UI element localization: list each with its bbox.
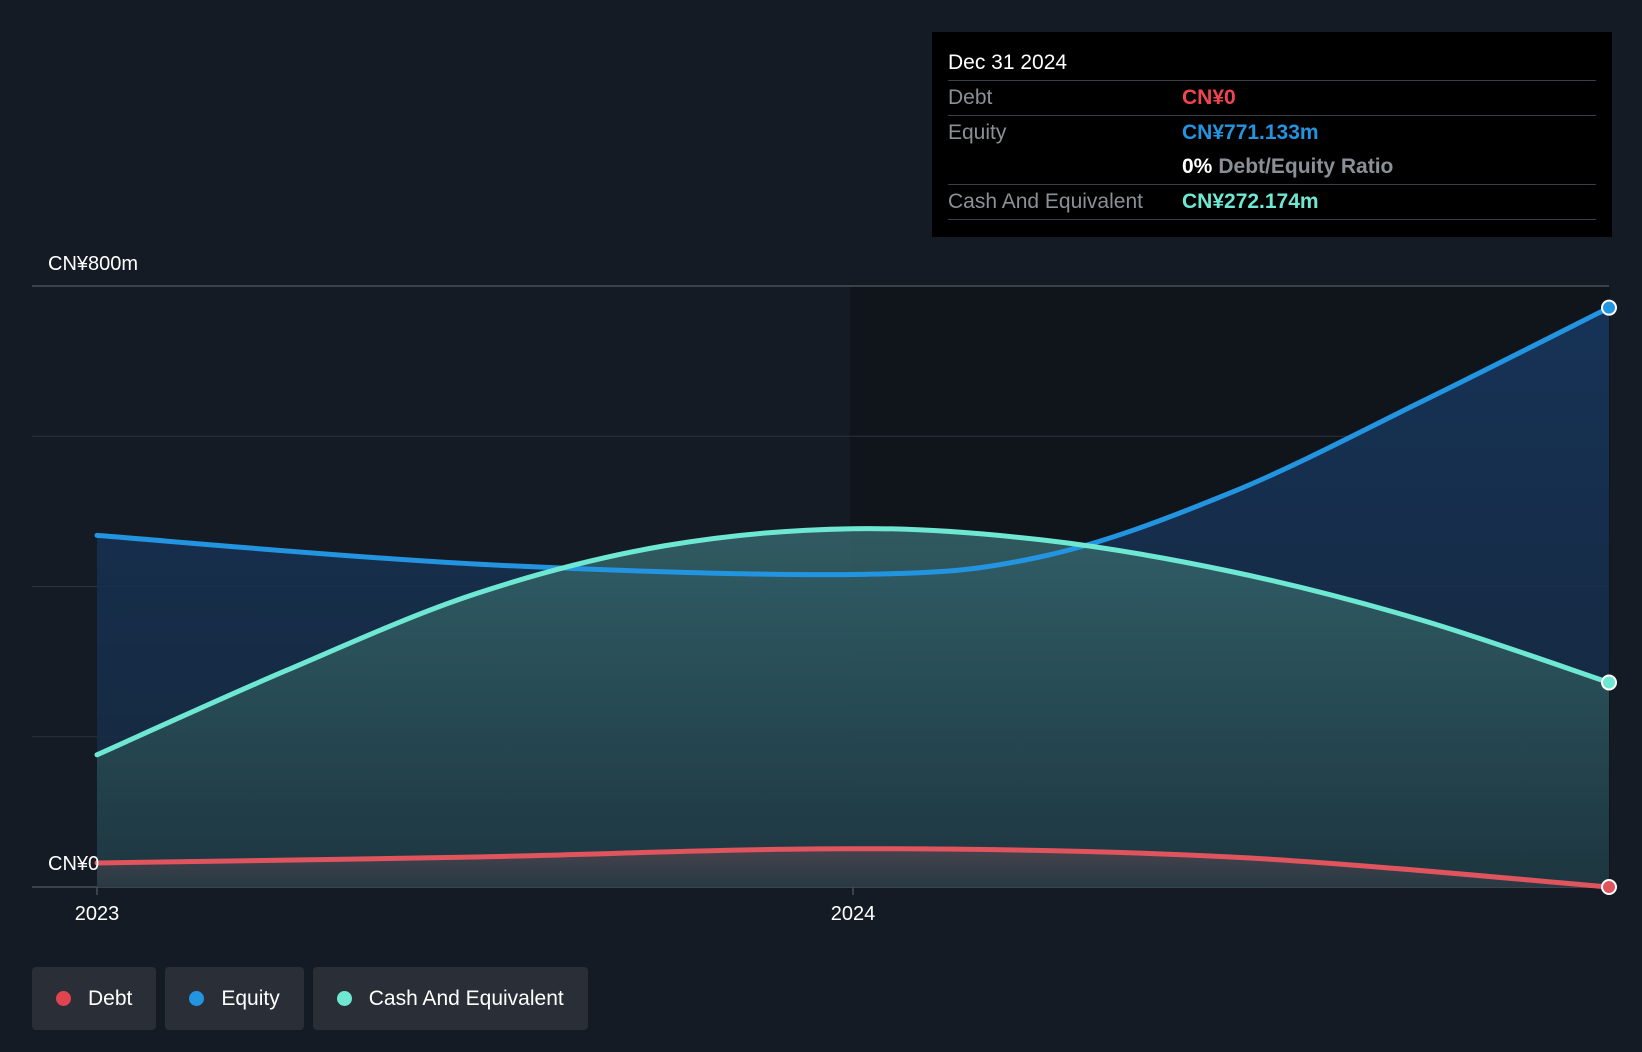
- debt-end-marker: [1601, 879, 1617, 895]
- y-axis-bottom-label: CN¥0: [48, 853, 99, 875]
- tooltip-row-debt: Debt CN¥0: [948, 80, 1596, 115]
- tooltip-ratio-pct: 0%: [1182, 155, 1213, 178]
- legend: Debt Equity Cash And Equivalent: [32, 967, 588, 1030]
- debt-line: [94, 846, 1612, 890]
- cash-and-equivalent-area: [97, 528, 1609, 887]
- tooltip-cash-value: CN¥272.174m: [1182, 190, 1319, 213]
- tooltip-debt-label: Debt: [948, 86, 993, 109]
- tooltip-date: Dec 31 2024: [948, 51, 1068, 74]
- tooltip-debt-value: CN¥0: [1182, 86, 1236, 109]
- legend-dot-equity: [189, 991, 205, 1006]
- tooltip-equity-value: CN¥771.133m: [1182, 121, 1319, 144]
- x-tick-label-2023: 2023: [75, 903, 120, 925]
- equity-line: [94, 305, 1612, 578]
- equity-end-marker: [1601, 299, 1617, 316]
- x-tick-label-2024: 2024: [831, 903, 876, 925]
- tooltip-row-equity: Equity CN¥771.133m: [948, 115, 1596, 150]
- legend-label-debt: Debt: [88, 986, 133, 1010]
- legend-dot-debt: [56, 991, 71, 1006]
- legend-label-equity: Equity: [221, 986, 280, 1010]
- tooltip-row-cash: Cash And Equivalent CN¥272.174m: [948, 184, 1596, 220]
- tooltip: Dec 31 2024 Debt CN¥0 Equity CN¥771.133m…: [932, 32, 1612, 237]
- tooltip-equity-label: Equity: [948, 121, 1007, 144]
- tooltip-cash-label: Cash And Equivalent: [948, 190, 1143, 213]
- legend-label-cash: Cash And Equivalent: [368, 986, 564, 1010]
- legend-item-cash[interactable]: Cash And Equivalent: [312, 967, 588, 1030]
- tooltip-ratio-label: Debt/Equity Ratio: [1218, 155, 1394, 178]
- cash-and-equivalent-line: [94, 526, 1612, 758]
- tooltip-row-ratio: 0% Debt/Equity Ratio: [948, 150, 1596, 184]
- legend-dot-cash: [336, 991, 352, 1006]
- legend-item-debt[interactable]: Debt: [32, 967, 157, 1030]
- y-axis-top-label: CN¥800m: [48, 253, 138, 275]
- legend-item-equity[interactable]: Equity: [165, 967, 304, 1030]
- cash-and-equivalent-end-marker: [1601, 674, 1617, 691]
